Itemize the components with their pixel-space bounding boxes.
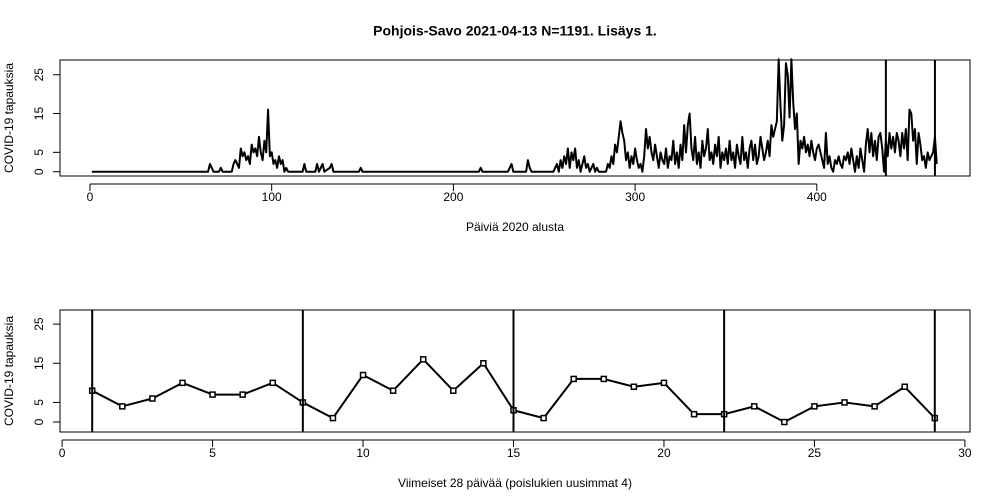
x-tick-label: 20: [657, 446, 671, 460]
y-tick-label: 25: [32, 317, 46, 331]
data-point: [540, 414, 547, 422]
x-tick-label: 0: [87, 190, 94, 204]
x-tick-label: 30: [958, 446, 972, 460]
data-point: [359, 371, 367, 379]
y-tick-label: 0: [32, 168, 46, 175]
data-point: [811, 403, 818, 410]
data-point: [750, 403, 758, 410]
data-point: [269, 379, 277, 387]
data-point: [660, 379, 668, 387]
y-tick-label: 15: [32, 356, 46, 370]
data-point: [480, 360, 487, 367]
x-tick-label: 300: [625, 190, 645, 204]
chart-title: Pohjois-Savo 2021-04-13 N=1191. Lisäys 1…: [373, 23, 657, 39]
data-point: [239, 391, 246, 398]
y-tick-label: 0: [32, 418, 46, 425]
data-point: [690, 410, 698, 418]
plot-frame: [59, 59, 971, 177]
x-tick-label: 5: [209, 446, 216, 460]
data-point: [450, 387, 457, 394]
x-tick-label: 25: [808, 446, 822, 460]
data-point: [149, 395, 156, 402]
data-point: [389, 387, 397, 394]
plot-frame: [59, 309, 971, 433]
y-tick-label: 15: [32, 107, 46, 121]
x-tick-label: 10: [356, 446, 370, 460]
x-tick-label: 15: [507, 446, 521, 460]
y-axis-label: COVID-19 tapauksia: [2, 63, 16, 173]
x-axis-label: Päiviä 2020 alusta: [466, 220, 564, 234]
y-axis-label: COVID-19 tapauksia: [2, 316, 16, 426]
data-point: [871, 403, 878, 410]
data-point: [119, 403, 126, 410]
x-tick-label: 0: [59, 446, 66, 460]
x-axis-label: Viimeiset 28 päivää (poislukien uusimmat…: [398, 476, 632, 490]
data-point: [419, 356, 427, 363]
data-point: [901, 383, 908, 391]
data-point: [841, 399, 848, 406]
y-tick-label: 5: [32, 399, 46, 406]
data-point: [209, 391, 216, 398]
x-tick-label: 100: [262, 190, 282, 204]
x-tick-label: 200: [443, 190, 463, 204]
data-point: [570, 375, 577, 383]
x-tick-label: 400: [807, 190, 827, 204]
y-tick-label: 25: [32, 68, 46, 82]
data-point: [630, 383, 638, 391]
data-line: [91, 58, 938, 173]
data-point: [329, 414, 337, 422]
data-point: [781, 418, 788, 426]
y-tick-label: 5: [32, 149, 46, 156]
data-point: [600, 375, 608, 383]
data-point: [179, 379, 186, 387]
